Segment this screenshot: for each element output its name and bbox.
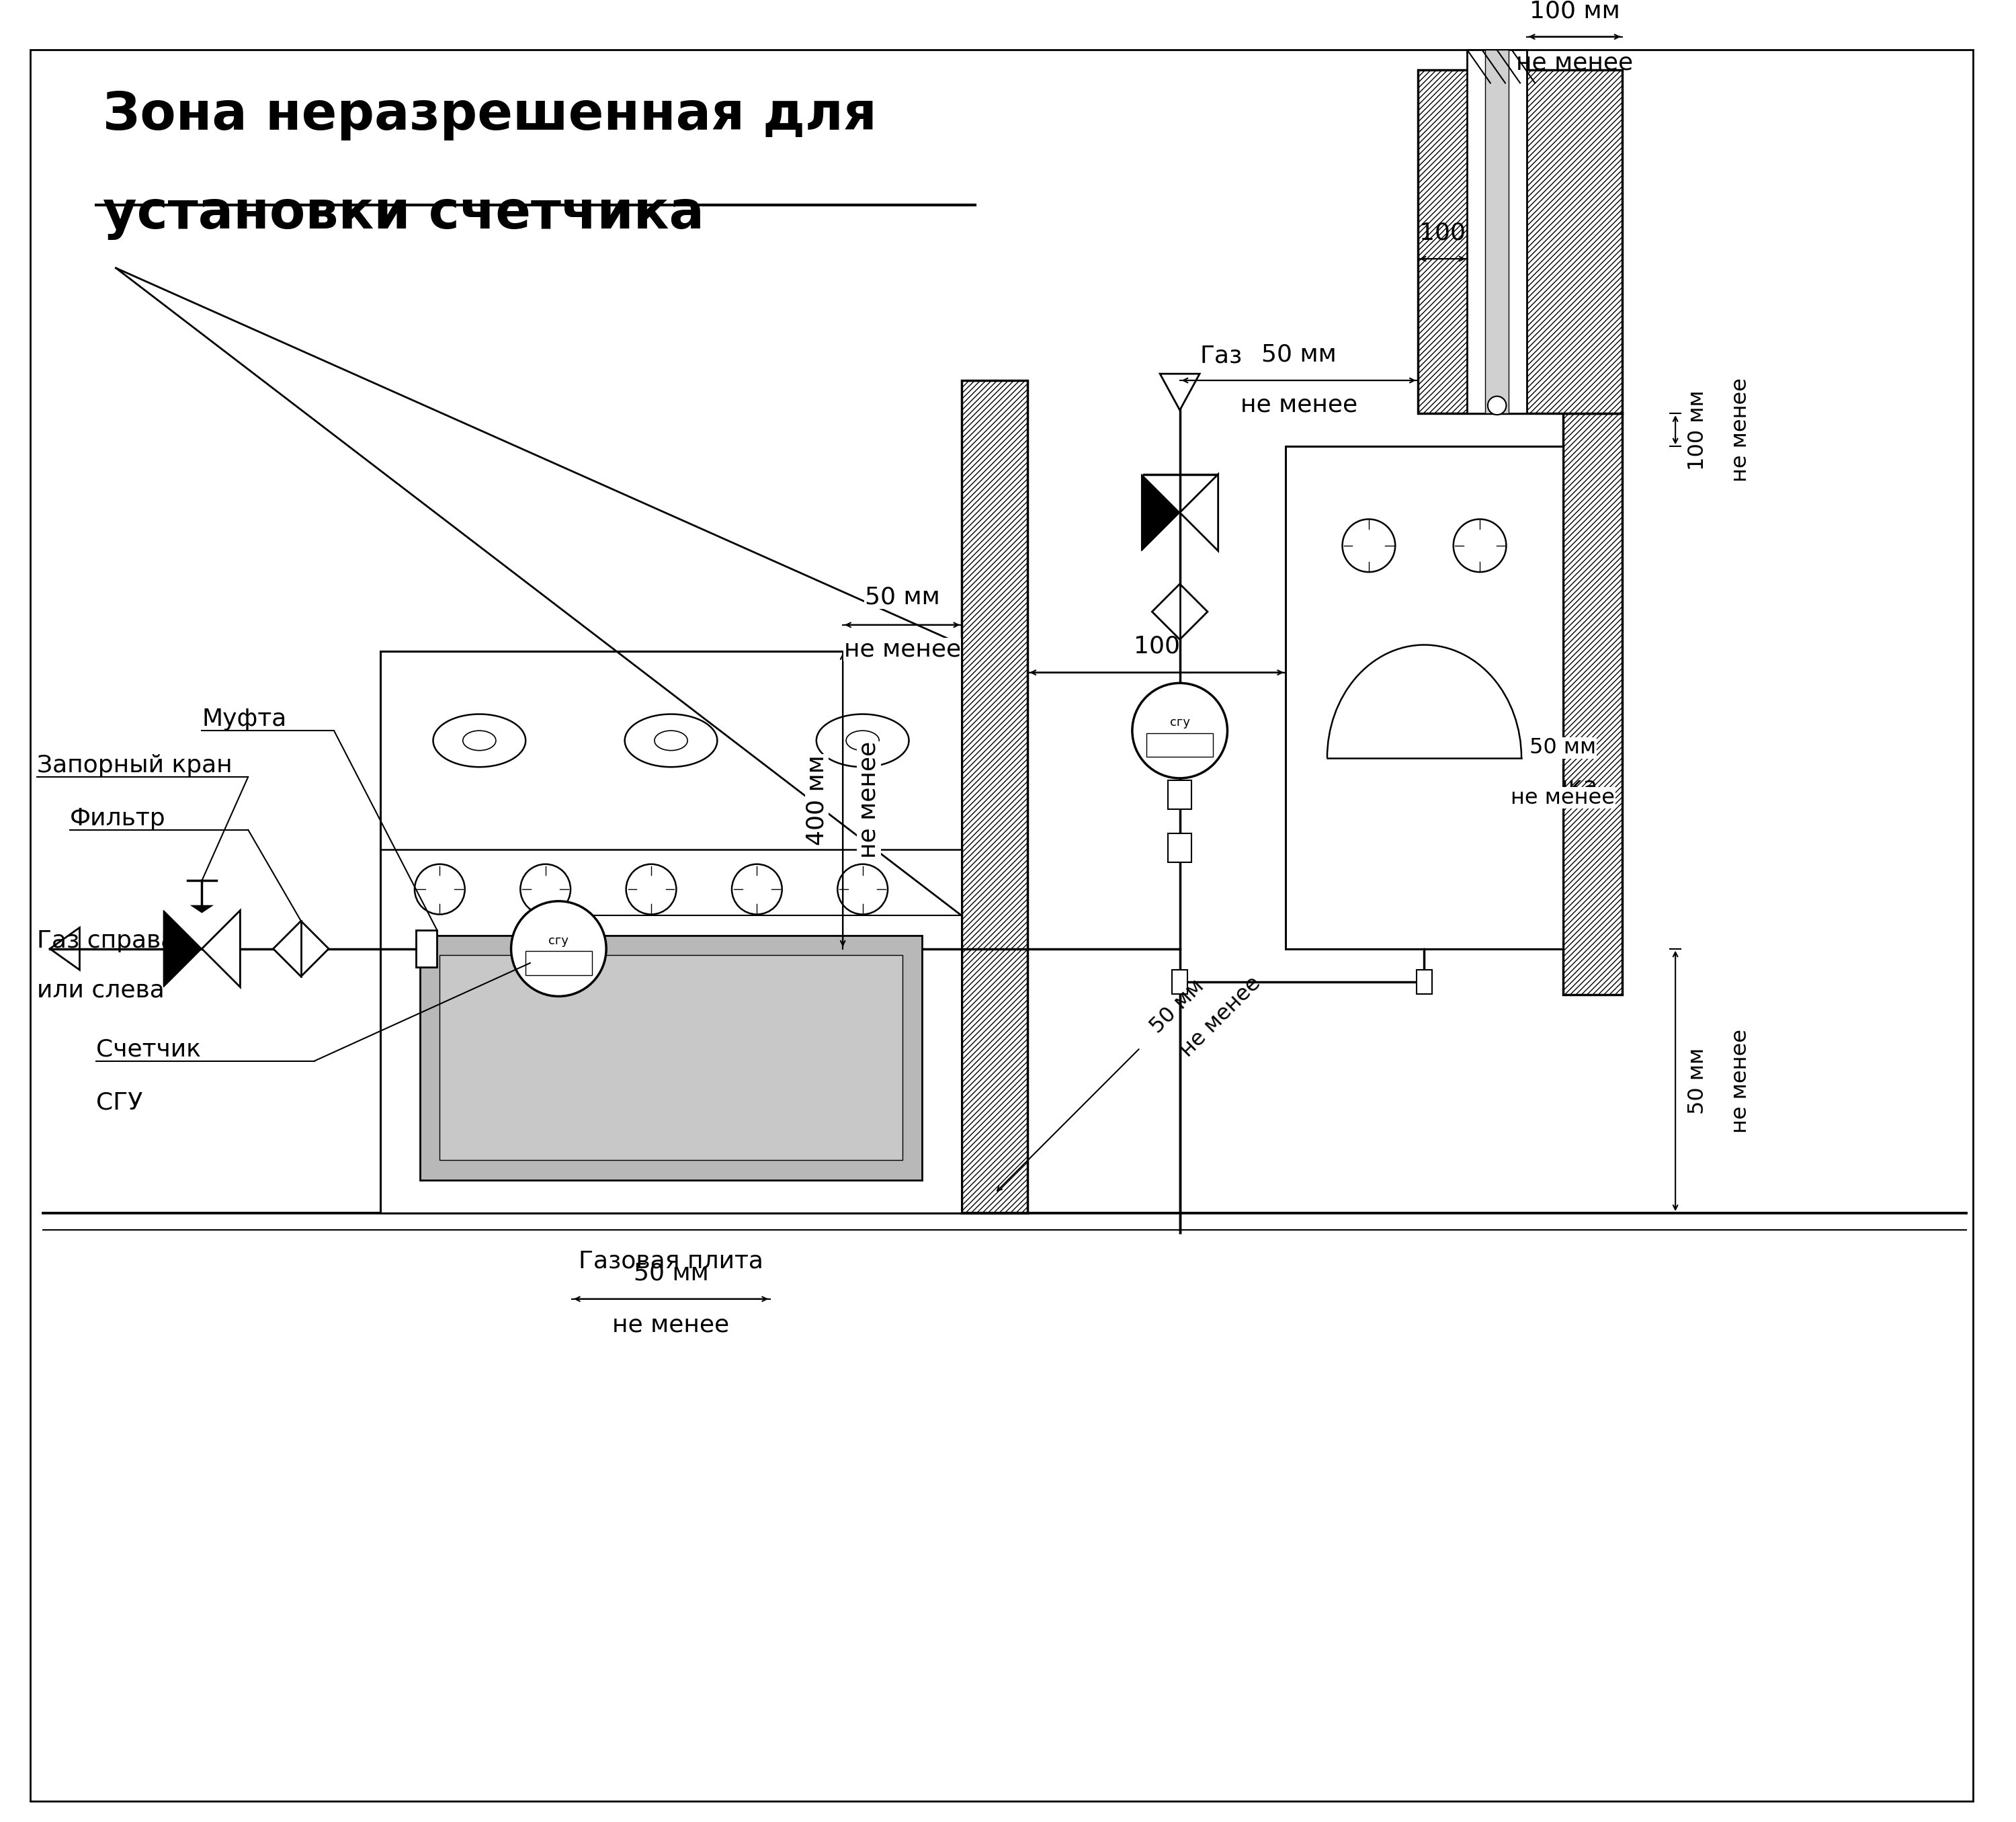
Circle shape — [837, 864, 887, 915]
Text: не менее: не менее — [845, 638, 962, 661]
Text: не менее: не менее — [613, 1314, 730, 1336]
Text: 50 мм: 50 мм — [633, 1261, 708, 1285]
Bar — [1167, 780, 1191, 809]
Bar — [439, 955, 903, 1161]
Text: или котел: или котел — [1425, 827, 1554, 851]
Text: Запорный кран: Запорный кран — [36, 754, 232, 776]
Bar — [962, 381, 1028, 1213]
Text: или слева: или слева — [36, 978, 163, 1002]
Circle shape — [627, 864, 675, 915]
Text: не менее: не менее — [1730, 1029, 1752, 1133]
Text: сгу: сгу — [1169, 716, 1189, 729]
Text: 50 мм: 50 мм — [1147, 977, 1210, 1039]
Bar — [1486, 49, 1508, 414]
Text: не менее: не менее — [1240, 394, 1357, 417]
Text: 50 мм: 50 мм — [1687, 1048, 1708, 1115]
Text: Муфта: Муфта — [202, 707, 286, 731]
Text: 100: 100 — [1419, 222, 1466, 244]
Bar — [381, 650, 962, 1213]
Circle shape — [520, 864, 571, 915]
Text: 50 мм: 50 мм — [865, 585, 939, 609]
Polygon shape — [1179, 474, 1218, 550]
Text: не менее: не менее — [1516, 51, 1633, 75]
Polygon shape — [1151, 583, 1208, 640]
Circle shape — [1133, 683, 1228, 778]
Text: не менее: не менее — [1730, 377, 1752, 483]
Text: 100 мм: 100 мм — [1687, 390, 1708, 470]
Text: не менее: не менее — [857, 742, 881, 858]
Text: Фильтр: Фильтр — [71, 807, 165, 829]
Text: сгу: сгу — [548, 935, 569, 947]
Bar — [1167, 833, 1191, 862]
Bar — [415, 931, 437, 967]
Bar — [1562, 414, 1623, 995]
Bar — [1171, 969, 1187, 993]
Text: СГУ: СГУ — [97, 1091, 143, 1113]
Text: Газ справа: Газ справа — [36, 929, 175, 953]
Text: Зона неразрешенная для: Зона неразрешенная для — [103, 89, 877, 140]
Polygon shape — [163, 911, 202, 988]
Bar — [419, 935, 921, 1181]
Bar — [1147, 732, 1214, 756]
Polygon shape — [202, 911, 240, 988]
Bar — [1468, 49, 1526, 414]
Bar — [526, 951, 593, 975]
Circle shape — [512, 902, 607, 997]
Circle shape — [415, 864, 466, 915]
Polygon shape — [190, 906, 214, 913]
Text: Счетчик: Счетчик — [97, 1039, 202, 1060]
Text: Газовая плита: Газовая плита — [579, 1250, 764, 1272]
Text: Газовая колонка: Газовая колонка — [1383, 774, 1597, 798]
Text: установки счетчика: установки счетчика — [103, 189, 704, 241]
Text: 400 мм: 400 мм — [806, 754, 829, 845]
Text: не менее: не менее — [1510, 787, 1615, 809]
Text: 100 мм: 100 мм — [1530, 0, 1621, 22]
Bar — [1417, 969, 1431, 993]
Bar — [1417, 69, 1623, 414]
Text: 50 мм: 50 мм — [1530, 738, 1597, 758]
Circle shape — [732, 864, 782, 915]
Circle shape — [1488, 395, 1506, 415]
Text: не менее: не менее — [1177, 973, 1264, 1060]
Text: 50 мм: 50 мм — [1262, 343, 1337, 366]
Text: Газ: Газ — [1200, 344, 1242, 368]
Text: 100: 100 — [1133, 636, 1179, 658]
Polygon shape — [1141, 474, 1179, 550]
Polygon shape — [274, 920, 329, 977]
Polygon shape — [1159, 374, 1200, 410]
Bar — [1286, 446, 1562, 949]
